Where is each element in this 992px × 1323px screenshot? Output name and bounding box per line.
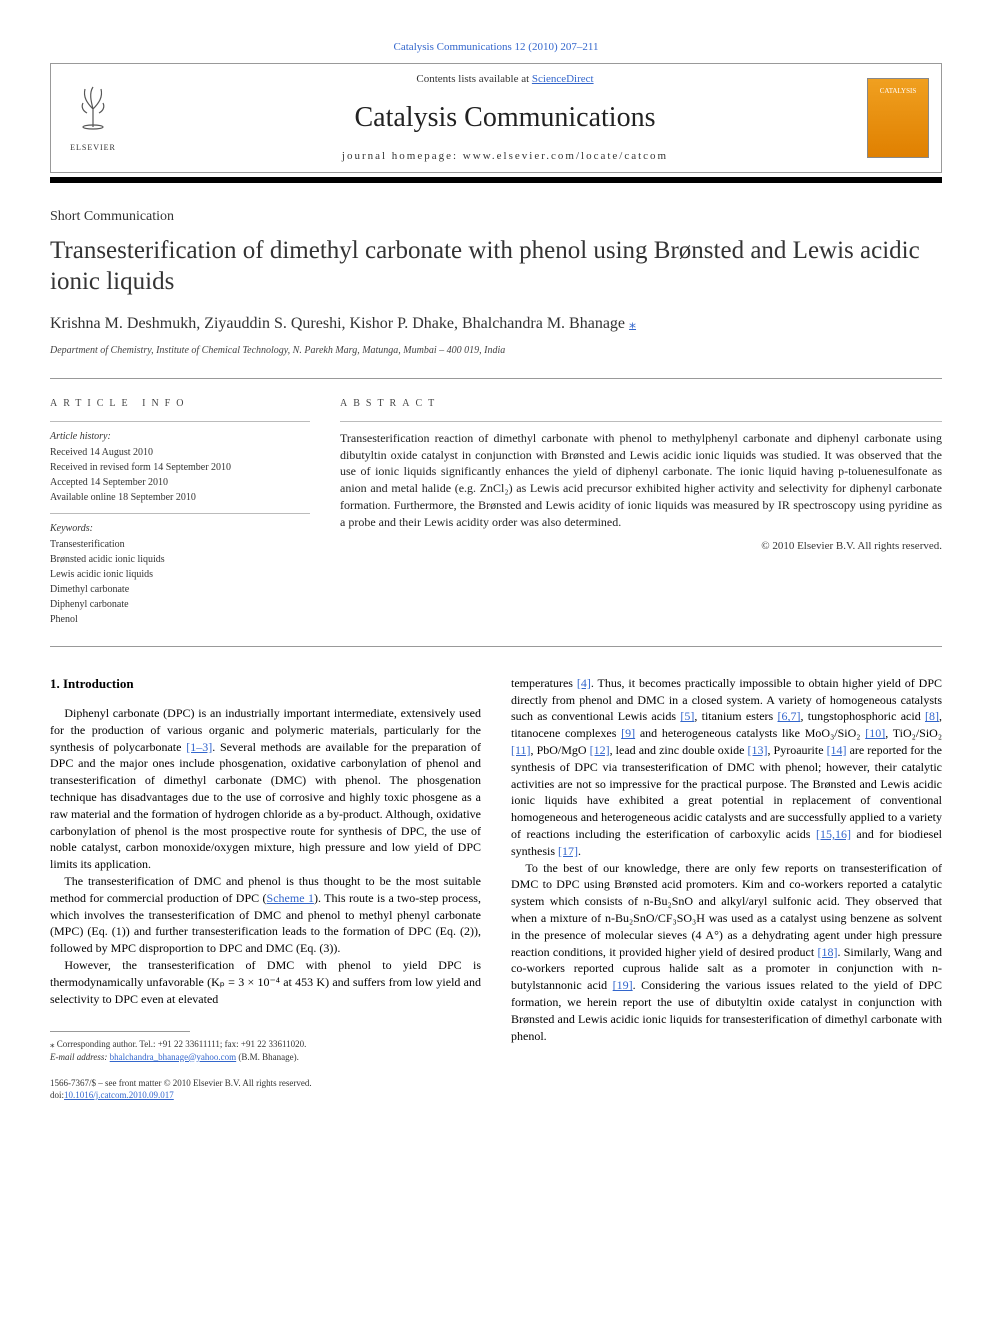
ref-link[interactable]: [10]: [865, 726, 885, 740]
keyword: Dimethyl carbonate: [50, 583, 310, 597]
ref-link[interactable]: [13]: [748, 743, 768, 757]
history-line: Accepted 14 September 2010: [50, 476, 310, 490]
keyword: Lewis acidic ionic liquids: [50, 568, 310, 582]
email-link[interactable]: bhalchandra_bhanage@yahoo.com: [110, 1052, 237, 1062]
ref-link[interactable]: [17]: [558, 844, 578, 858]
authors-line: Krishna M. Deshmukh, Ziyauddin S. Quresh…: [50, 313, 942, 335]
header-rule: [50, 177, 942, 183]
elsevier-label: ELSEVIER: [70, 142, 116, 153]
paragraph: Diphenyl carbonate (DPC) is an industria…: [50, 705, 481, 873]
scheme-link[interactable]: Scheme 1: [267, 891, 314, 905]
history-line: Received in revised form 14 September 20…: [50, 461, 310, 475]
keyword: Phenol: [50, 613, 310, 627]
keyword: Brønsted acidic ionic liquids: [50, 553, 310, 567]
corresponding-author-link[interactable]: ⁎: [629, 317, 636, 332]
body-text: , TiO₂/SiO₂: [885, 726, 942, 740]
email-label: E-mail address:: [50, 1052, 110, 1062]
keyword: Diphenyl carbonate: [50, 598, 310, 612]
abstract-column: ABSTRACT Transesterification reaction of…: [340, 397, 942, 628]
paragraph: To the best of our knowledge, there are …: [511, 860, 942, 1045]
article-info-heading: ARTICLE INFO: [50, 397, 310, 411]
journal-cover-thumb: CATALYSIS: [867, 78, 929, 158]
doi-label: doi:: [50, 1090, 64, 1100]
abstract-copyright: © 2010 Elsevier B.V. All rights reserved…: [340, 539, 942, 554]
body-text: , PbO/MgO: [531, 743, 590, 757]
ref-link[interactable]: [12]: [590, 743, 610, 757]
body-column-left: 1. Introduction Diphenyl carbonate (DPC)…: [50, 675, 481, 1102]
authors-names: Krishna M. Deshmukh, Ziyauddin S. Quresh…: [50, 315, 629, 332]
body-text: However, the transesterification of DMC …: [50, 958, 481, 1006]
ref-link[interactable]: [5]: [680, 709, 694, 723]
ref-link[interactable]: [18]: [817, 945, 837, 959]
elsevier-tree-icon: [69, 83, 117, 142]
abstract-heading: ABSTRACT: [340, 397, 942, 411]
paragraph: temperatures [4]. Thus, it becomes pract…: [511, 675, 942, 860]
journal-header-box: ELSEVIER Contents lists available at Sci…: [50, 63, 942, 173]
keyword: Transesterification: [50, 538, 310, 552]
body-text: , Pyroaurite: [768, 743, 827, 757]
journal-homepage: journal homepage: www.elsevier.com/locat…: [143, 149, 867, 164]
paragraph: However, the transesterification of DMC …: [50, 957, 481, 1007]
ref-link[interactable]: [19]: [613, 978, 633, 992]
front-matter-line: 1566-7367/$ – see front matter © 2010 El…: [50, 1077, 481, 1090]
history-line: Received 14 August 2010: [50, 446, 310, 460]
citation-header: Catalysis Communications 12 (2010) 207–2…: [50, 40, 942, 55]
ref-link[interactable]: [15,16]: [816, 827, 851, 841]
sciencedirect-link[interactable]: ScienceDirect: [532, 73, 594, 85]
history-line: Available online 18 September 2010: [50, 491, 310, 505]
corresponding-footnote: ⁎ Corresponding author. Tel.: +91 22 336…: [50, 1038, 481, 1062]
ref-link[interactable]: [1–3]: [186, 740, 212, 754]
bottom-meta: 1566-7367/$ – see front matter © 2010 El…: [50, 1077, 481, 1102]
body-column-right: temperatures [4]. Thus, it becomes pract…: [511, 675, 942, 1102]
section-heading-intro: 1. Introduction: [50, 675, 481, 693]
affiliation: Department of Chemistry, Institute of Ch…: [50, 344, 942, 358]
journal-name: Catalysis Communications: [143, 98, 867, 137]
article-type: Short Communication: [50, 207, 942, 227]
keywords-label: Keywords:: [50, 522, 310, 536]
paragraph: The transesterification of DMC and pheno…: [50, 873, 481, 957]
footnote-corr: ⁎ Corresponding author. Tel.: +91 22 336…: [50, 1038, 481, 1050]
doi-link[interactable]: 10.1016/j.catcom.2010.09.017: [64, 1090, 174, 1100]
history-label: Article history:: [50, 430, 310, 444]
footnote-rule: [50, 1031, 190, 1032]
body-text: , titanium esters: [694, 709, 777, 723]
ref-link[interactable]: [6,7]: [778, 709, 801, 723]
ref-link[interactable]: [4]: [577, 676, 591, 690]
article-title: Transesterification of dimethyl carbonat…: [50, 235, 942, 298]
body-text: , tungstophosphoric acid: [801, 709, 925, 723]
body-text: temperatures: [511, 676, 577, 690]
cover-label: CATALYSIS: [880, 87, 916, 97]
body-text: , lead and zinc double oxide: [610, 743, 748, 757]
ref-link[interactable]: [14]: [827, 743, 847, 757]
ref-link[interactable]: [8]: [925, 709, 939, 723]
body-text: .: [578, 844, 581, 858]
ref-link[interactable]: [9]: [621, 726, 635, 740]
body-text: and heterogeneous catalysts like MoO₃/Si…: [635, 726, 865, 740]
elsevier-logo: ELSEVIER: [63, 83, 123, 153]
article-info-column: ARTICLE INFO Article history: Received 1…: [50, 397, 310, 628]
contents-prefix: Contents lists available at: [416, 73, 531, 85]
contents-available: Contents lists available at ScienceDirec…: [143, 72, 867, 87]
ref-link[interactable]: [11]: [511, 743, 531, 757]
email-suffix: (B.M. Bhanage).: [236, 1052, 299, 1062]
body-text: . Several methods are available for the …: [50, 740, 481, 872]
abstract-text: Transesterification reaction of dimethyl…: [340, 430, 942, 531]
